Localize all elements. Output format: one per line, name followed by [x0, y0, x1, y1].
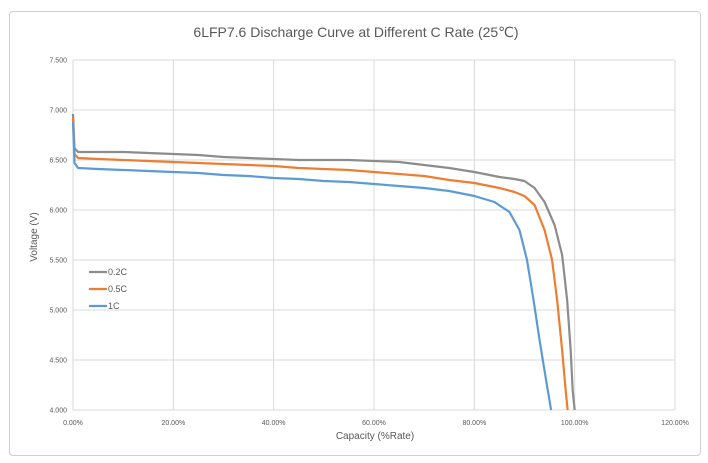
y-axis-label: Voltage (V): [29, 212, 40, 261]
chart-svg: 6LFP7.6 Discharge Curve at Different C R…: [29, 24, 689, 442]
legend-entry: 0.5C: [108, 284, 128, 294]
series-line-1c: [71, 121, 553, 411]
series-line-0-2c: [71, 113, 576, 411]
chart-title: 6LFP7.6 Discharge Curve at Different C R…: [193, 24, 518, 40]
gridlines: [72, 59, 676, 411]
x-tick-label: 80.00%: [462, 420, 486, 427]
y-tick-label: 5.500: [49, 258, 67, 265]
x-tick-label: 120.00%: [661, 420, 689, 427]
y-tick-label: 4.000: [49, 408, 67, 415]
x-tick-label: 40.00%: [262, 420, 286, 427]
tick-labels: 4.000 4.500 5.000 5.500 6.000 6.500 7.000 7.500…: [49, 58, 688, 428]
y-tick-label: 6.500: [49, 158, 67, 165]
series-line-0-5c: [71, 117, 569, 411]
y-tick-label: 7.500: [49, 58, 67, 65]
x-tick-label: 20.00%: [161, 420, 185, 427]
y-tick-label: 6.000: [49, 208, 67, 215]
x-tick-label: 60.00%: [362, 420, 386, 427]
y-tick-label: 5.000: [49, 308, 67, 315]
y-tick-label: 7.000: [49, 108, 67, 115]
x-axis-label: Capacity (%Rate): [336, 431, 414, 442]
x-tick-label: 100.00%: [561, 420, 589, 427]
chart-area: 6LFP7.6 Discharge Curve at Different C R…: [9, 11, 701, 456]
legend: 0.2C 0.5C 1C: [89, 267, 128, 311]
y-tick-label: 4.500: [49, 358, 67, 365]
series-lines: [71, 113, 576, 411]
x-tick-label: 0.00%: [63, 420, 83, 427]
legend-entry: 1C: [108, 301, 120, 311]
legend-entry: 0.2C: [108, 267, 128, 277]
